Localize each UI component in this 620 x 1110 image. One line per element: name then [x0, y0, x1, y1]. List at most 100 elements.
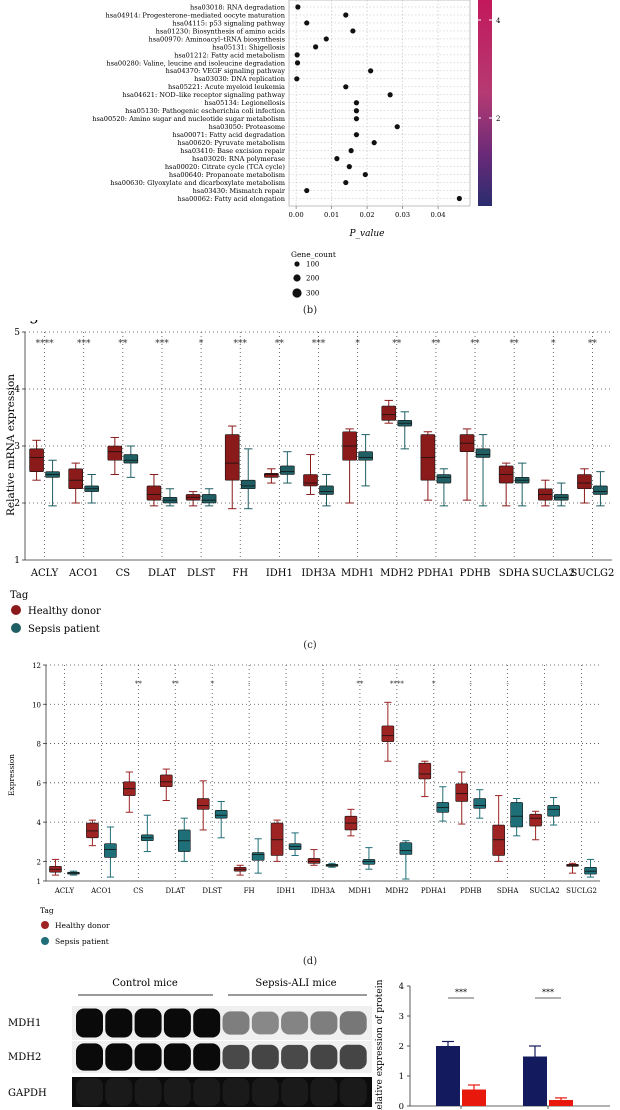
box-body [68, 468, 83, 490]
wb-row-gapdh: GAPDH [8, 1088, 47, 1099]
y-tick-label: 12 [32, 662, 41, 670]
significance-label: *** [155, 339, 169, 349]
dotplot-pathway-label: hsa00280: Valine, leucine and isoleucine… [106, 59, 285, 67]
protein-bar [462, 1089, 486, 1106]
x-category-label: FH [244, 887, 255, 895]
size-legend-dot [292, 288, 302, 298]
wb-band [251, 1011, 279, 1035]
wb-band [76, 1078, 103, 1106]
y-tick-label: 2 [14, 499, 20, 509]
wb-band [281, 1044, 309, 1070]
dotplot-pathway-label: hsa03410: Base excision repair [180, 147, 286, 155]
dotplot-point [313, 44, 319, 50]
box-body [577, 474, 592, 490]
dotplot-xlabel: P_value [348, 229, 384, 239]
wb-band [163, 1008, 191, 1038]
dotplot-pathway-label: hsa03030: DNA replication [194, 75, 286, 83]
box-body [362, 859, 376, 865]
wb-row-mdh1: MDH1 [8, 1018, 41, 1029]
dotplot-xtick-label: 0.02 [360, 211, 375, 219]
expression-legend: Tag Healthy donor Sepsis patient [40, 906, 110, 946]
dotplot-pathway-label: hsa04914: Progesterone–mediated oocyte m… [106, 11, 286, 19]
dotplot-xtick-label: 0.01 [324, 211, 339, 219]
wb-group-sepsis: Sepsis-ALI mice [255, 978, 336, 989]
wb-band [339, 1011, 367, 1035]
dotplot-pathway-label: hsa05130: Pathogenic escherichia coli in… [125, 107, 286, 115]
wb-band [310, 1078, 338, 1106]
box-body [436, 474, 452, 484]
box-body [358, 451, 373, 461]
expression-ylabel: Expression [7, 754, 16, 796]
significance-label: - [543, 680, 546, 688]
wb-band [163, 1043, 191, 1071]
colorbar-tick-label: 4 [496, 17, 501, 25]
wb-band [193, 1043, 221, 1071]
x-category-label: ACLY [54, 887, 75, 895]
box-body [196, 798, 210, 810]
dotplot-pathway-label: hsa04370: VEGF signaling pathway [166, 67, 286, 75]
x-category-label: FH [232, 568, 248, 579]
dotplot-point [304, 187, 310, 194]
dotplot-point [368, 68, 374, 74]
significance-label: *** [455, 988, 467, 997]
dotplot-point [350, 28, 356, 34]
box-body [381, 405, 397, 421]
x-category-label: DLAT [148, 568, 176, 579]
dotplot-point [343, 12, 349, 18]
box-body [303, 474, 318, 487]
x-category-label: MDH1 [341, 568, 374, 579]
wb-band [339, 1044, 367, 1070]
significance-label: *** [542, 988, 554, 997]
significance-label: *** [233, 339, 247, 349]
x-category-label: ACO1 [90, 887, 112, 895]
box-body [492, 824, 505, 856]
bar-y-tick-label: 3 [399, 1012, 404, 1022]
dotplot-point [343, 179, 349, 186]
x-category-label: IDH1 [266, 568, 293, 579]
dotplot-point [294, 76, 300, 82]
mrna-legend-tag: Tag [10, 590, 29, 601]
significance-label: * [210, 680, 214, 688]
wb-band [222, 1078, 250, 1106]
wb-band [222, 1011, 250, 1035]
x-category-label: IDH3A [301, 568, 336, 579]
x-category-label: CS [116, 568, 131, 579]
dotplot-xtick-label: 0.00 [289, 211, 304, 219]
mrna-ylabel: Relative mRNA expression [5, 374, 17, 516]
dotplot-pathway-label: hsa00520: Amino sugar and nucleotide sug… [92, 115, 286, 123]
legend-label-healthy-d: Healthy donor [55, 921, 110, 930]
significance-label: - [580, 680, 583, 688]
size-legend-dot [294, 261, 300, 267]
protein-bar [436, 1046, 460, 1106]
significance-label: ** [172, 680, 180, 688]
box-body [529, 813, 542, 827]
significance-label: * [432, 680, 436, 688]
x-category-label: DLAT [165, 887, 185, 895]
wb-band [222, 1044, 250, 1070]
wb-band [251, 1044, 279, 1070]
significance-label: ** [588, 339, 598, 349]
wb-band [134, 1043, 162, 1071]
mrna-legend-title: Tag [10, 320, 39, 324]
significance-label: *** [312, 339, 326, 349]
legend-label-sepsis: Sepsis patient [28, 624, 100, 635]
legend-marker-sepsis-d [41, 937, 49, 945]
box-body [86, 822, 99, 839]
dotplot-point [353, 116, 360, 122]
dotplot-point [362, 171, 368, 178]
dotplot-pathway-label: hsa05131: Shigellosis [212, 43, 286, 51]
significance-label: * [199, 339, 204, 349]
x-category-label: SUCLG2 [566, 887, 597, 895]
dotplot-point [334, 156, 340, 162]
wb-band [134, 1008, 162, 1038]
dotplot-point [456, 195, 462, 202]
size-legend-label: 300 [306, 290, 319, 298]
caption-d: (d) [302, 956, 318, 967]
box-body [107, 445, 123, 461]
expression-legend-tag: Tag [40, 906, 54, 915]
wb-band [193, 1008, 221, 1038]
box-body [29, 448, 44, 472]
box-body [104, 843, 117, 858]
wb-band [163, 1078, 191, 1106]
